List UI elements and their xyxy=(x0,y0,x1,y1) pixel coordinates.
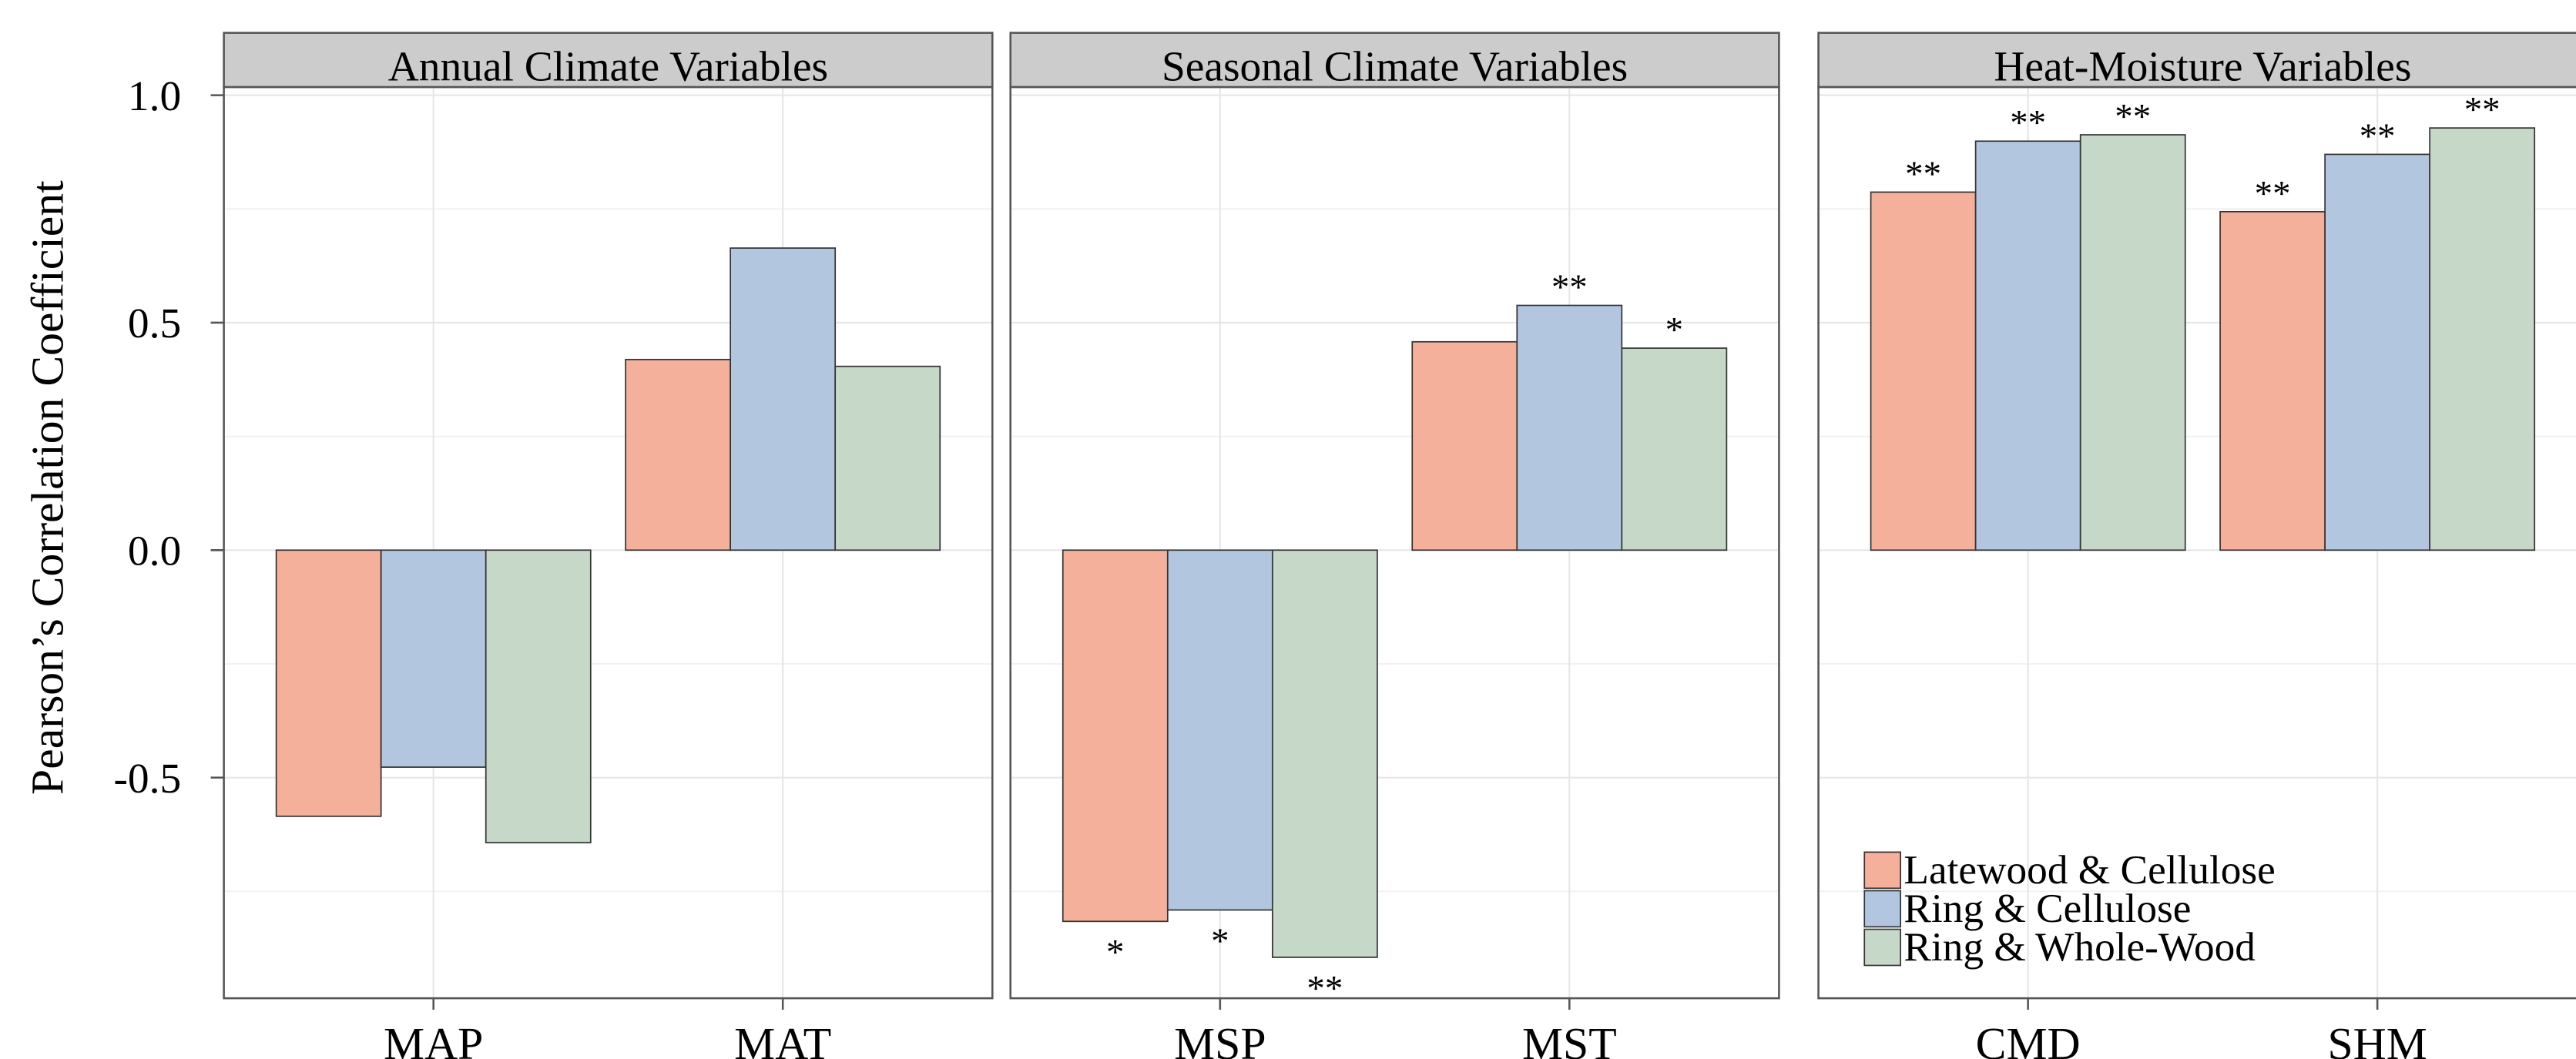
x-tick-label: SHM xyxy=(2327,1018,2427,1059)
strip xyxy=(1009,32,1780,89)
bar xyxy=(380,549,487,768)
x-tick-label: CMD xyxy=(1976,1018,2081,1059)
bar xyxy=(834,365,941,551)
significance-label: * xyxy=(1211,921,1229,961)
bar xyxy=(1411,340,1518,551)
significance-label: ** xyxy=(1551,267,1588,307)
legend-swatch xyxy=(1863,890,1902,928)
bar xyxy=(1166,549,1273,911)
bar xyxy=(625,358,732,551)
bar xyxy=(2324,153,2431,551)
significance-label: ** xyxy=(2255,173,2291,213)
significance-label: ** xyxy=(2360,116,2396,156)
bar xyxy=(485,549,592,843)
bar xyxy=(2079,134,2186,551)
y-tick-label: 0.5 xyxy=(128,300,181,347)
bar xyxy=(1870,191,1977,551)
significance-label: ** xyxy=(1306,968,1343,1008)
x-tick-label: MAP xyxy=(384,1018,483,1059)
y-tick-label: 0.0 xyxy=(128,527,181,574)
strip xyxy=(223,32,994,89)
bar xyxy=(1974,140,2081,551)
strip-title: Heat-Moisture Variables xyxy=(1994,42,2411,89)
significance-label: ** xyxy=(1905,154,1941,194)
bar xyxy=(275,549,382,817)
x-tick-label: MSP xyxy=(1174,1018,1266,1059)
significance-label: ** xyxy=(2464,90,2501,130)
significance-label: ** xyxy=(2010,103,2046,143)
strip-title: Annual Climate Variables xyxy=(388,42,828,89)
x-tick-label: MAT xyxy=(734,1018,831,1059)
bar xyxy=(1621,347,1728,551)
legend-swatch xyxy=(1863,928,1902,967)
y-tick-label: -0.5 xyxy=(113,755,181,802)
x-tick-label: MST xyxy=(1522,1018,1617,1059)
bar xyxy=(730,247,837,551)
significance-label: ** xyxy=(2115,96,2151,136)
legend-swatch xyxy=(1863,851,1902,890)
significance-label: * xyxy=(1665,310,1683,350)
legend-label: Latewood & Cellulose xyxy=(1903,847,2275,893)
bar xyxy=(1516,304,1623,551)
legend-label: Ring & Whole-Wood xyxy=(1903,924,2255,970)
bar xyxy=(2429,127,2536,551)
bar xyxy=(1062,549,1169,923)
bar xyxy=(1271,549,1378,958)
significance-label: * xyxy=(1106,933,1124,973)
strip xyxy=(1817,32,2576,89)
bar xyxy=(2219,210,2326,551)
legend-label: Ring & Cellulose xyxy=(1903,886,2191,931)
y-tick-label: 1.0 xyxy=(128,72,181,119)
y-axis-title: Pearson’s Correlation Coefficient xyxy=(22,180,73,795)
strip-title: Seasonal Climate Variables xyxy=(1162,42,1628,89)
